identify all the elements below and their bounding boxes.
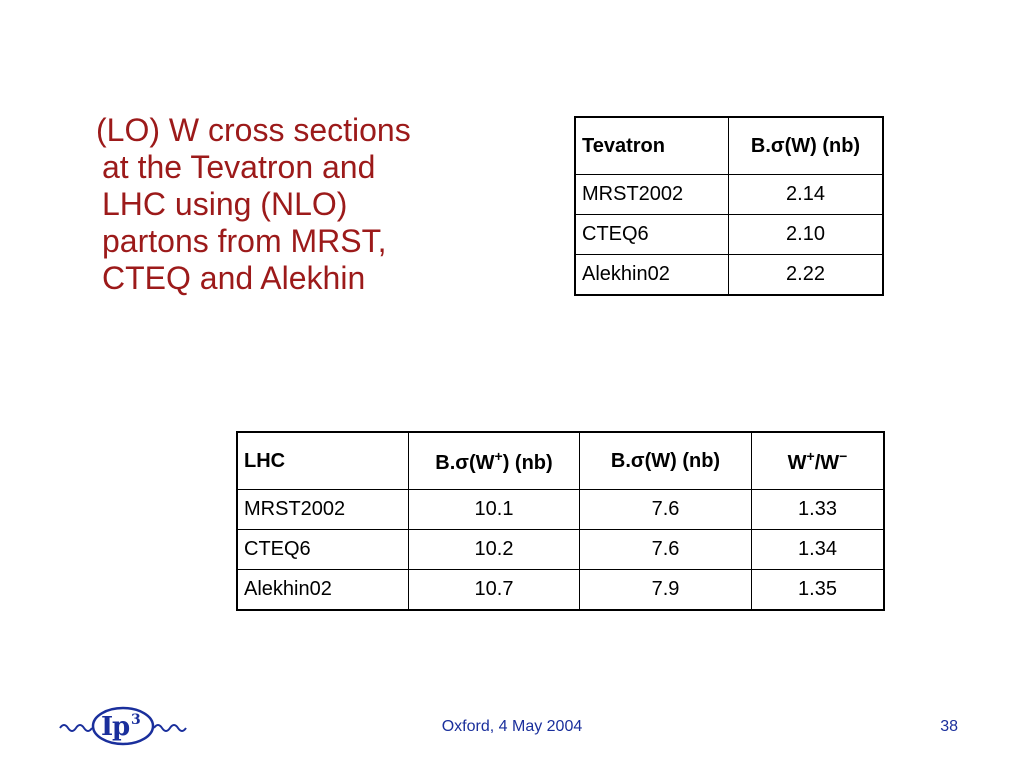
lhc-table: LHC B.σ(W+) (nb) B.σ(W) (nb) W+/W− MRST2… [236,431,885,611]
bullet-line: partons from MRST, [102,223,387,259]
table-cell: CTEQ6 [574,214,729,255]
table-row: Alekhin02 10.7 7.9 1.35 [236,569,885,611]
table-cell: CTEQ6 [236,529,409,570]
svg-text:I: I [101,712,113,742]
table-row: MRST2002 10.1 7.6 1.33 [236,489,885,530]
bullet-text: (LO) W cross sections at the Tevatron an… [88,112,508,297]
superscript: − [839,447,848,464]
table-cell: MRST2002 [574,174,729,215]
table-cell: 2.22 [728,254,884,296]
header-cell: B.σ(W+) (nb) [408,431,580,490]
superscript: + [494,447,503,464]
table-cell: 7.9 [579,569,752,611]
table-cell: 1.33 [751,489,885,530]
bullet-line: (LO) W cross sections [96,112,411,148]
header-cell: LHC [236,431,409,490]
bullet-line: CTEQ and Alekhin [102,260,366,296]
svg-text:p: p [112,712,130,742]
table-cell: 2.14 [728,174,884,215]
table-header-row: LHC B.σ(W+) (nb) B.σ(W) (nb) W+/W− [236,431,885,490]
table-row: MRST2002 2.14 [574,174,884,215]
table-cell: 10.7 [408,569,580,611]
table-cell: 10.2 [408,529,580,570]
header-cell: Tevatron [574,116,729,175]
table-cell: 7.6 [579,529,752,570]
bullet-line: LHC using (NLO) [102,186,348,222]
ip3-logo: I p 3 [59,706,187,746]
table-cell: 2.10 [728,214,884,255]
page-number: 38 [940,718,958,735]
table-cell: MRST2002 [236,489,409,530]
table-cell: 10.1 [408,489,580,530]
svg-text:3: 3 [131,712,141,728]
header-text: /W [814,451,840,474]
header-text: B.σ(W [435,451,495,474]
tevatron-table: Tevatron B.σ(W) (nb) MRST2002 2.14 CTEQ6… [574,116,884,296]
superscript: + [806,447,815,464]
header-cell: B.σ(W) (nb) [728,116,884,175]
header-text: ) (nb) [502,451,553,474]
table-cell: 1.34 [751,529,885,570]
table-row: CTEQ6 10.2 7.6 1.34 [236,529,885,570]
table-row: Alekhin02 2.22 [574,254,884,296]
table-cell: Alekhin02 [574,254,729,296]
table-header-row: Tevatron B.σ(W) (nb) [574,116,884,175]
table-row: CTEQ6 2.10 [574,214,884,255]
table-cell: 1.35 [751,569,885,611]
header-cell: B.σ(W) (nb) [579,431,752,490]
header-text: W [787,451,807,474]
table-cell: Alekhin02 [236,569,409,611]
footer: Oxford, 4 May 2004 38 [0,716,1024,740]
bullet-line: at the Tevatron and [102,149,376,185]
footer-location-date: Oxford, 4 May 2004 [441,718,583,735]
table-cell: 7.6 [579,489,752,530]
header-cell: W+/W− [751,431,885,490]
